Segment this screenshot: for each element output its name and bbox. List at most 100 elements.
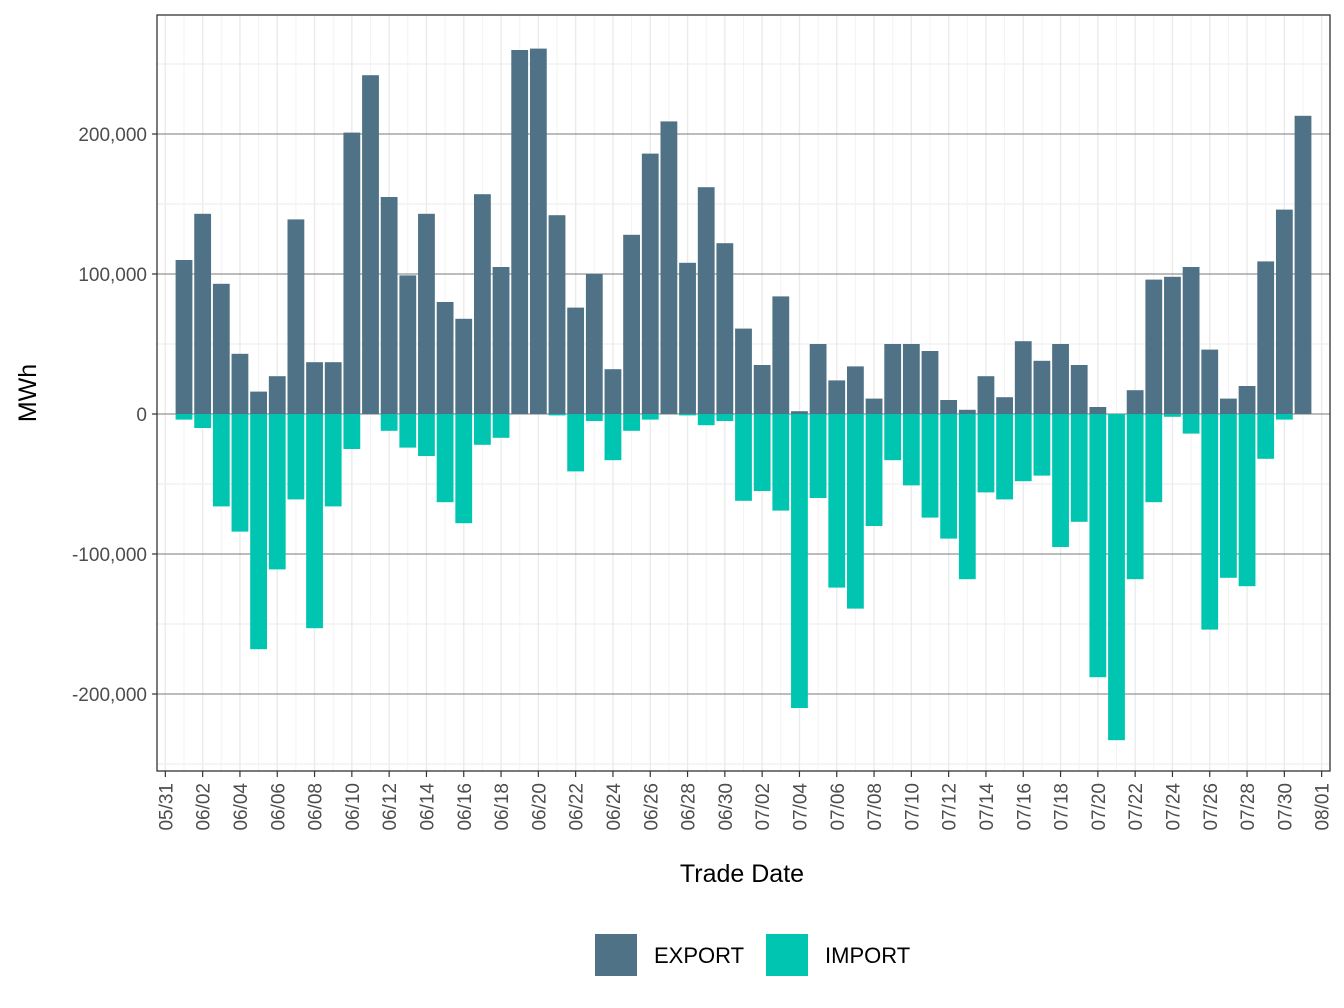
y-tick-label: -100,000 (72, 545, 147, 566)
x-axis-title: Trade Date (680, 860, 804, 888)
bar-import (1108, 414, 1125, 741)
bar-export (1089, 407, 1107, 414)
bar-import (175, 414, 193, 420)
y-tick-label: -200,000 (72, 685, 147, 706)
bar-import (623, 414, 640, 431)
x-tick-label: 07/08 (865, 783, 886, 831)
bar-export (604, 369, 622, 414)
bar-export (474, 194, 491, 414)
bar-import (977, 414, 995, 493)
bar-export (306, 362, 323, 414)
x-tick-label: 06/18 (492, 783, 513, 831)
x-tick-label: 06/16 (455, 783, 476, 831)
bar-export (511, 50, 529, 414)
bar-import (492, 414, 510, 438)
y-axis: -200,000 -100,000 0 100,000 200,000 (72, 125, 157, 706)
bar-import (996, 414, 1013, 500)
x-tick-label: 07/20 (1089, 783, 1110, 831)
bar-export (1275, 209, 1293, 414)
bar-import (847, 414, 864, 609)
bar-export (362, 75, 379, 414)
bar-import (1201, 414, 1219, 630)
bar-export (753, 365, 771, 414)
bar-import (548, 414, 566, 416)
bar-export (735, 328, 752, 414)
bar-export (660, 121, 678, 415)
bar-import (194, 414, 212, 428)
bar-export (865, 398, 883, 414)
bar-import (268, 414, 286, 570)
bar-export (585, 274, 603, 414)
bar-export (567, 307, 585, 414)
plot-panel-border (156, 14, 1331, 772)
bar-import (399, 414, 417, 448)
bar-import (641, 414, 659, 420)
bar-import (1182, 414, 1200, 434)
bar-export (716, 243, 734, 414)
bar-import (418, 414, 435, 456)
y-axis-title: MWh (14, 364, 42, 422)
bar-import (1052, 414, 1069, 547)
bar-export (548, 215, 566, 414)
bar-import (809, 414, 827, 498)
bar-import (753, 414, 771, 491)
x-tick-label: 07/04 (790, 783, 811, 831)
x-tick-label: 06/08 (306, 783, 327, 831)
x-tick-label: 05/31 (156, 783, 177, 831)
x-tick-label: 07/16 (1014, 783, 1035, 831)
legend-label-export: EXPORT (654, 943, 744, 968)
bar-export (380, 197, 398, 414)
bar-export (623, 234, 640, 414)
x-tick-label: 06/30 (716, 783, 737, 831)
x-tick-label: 07/10 (902, 783, 923, 831)
x-tick-label: 07/18 (1052, 783, 1073, 831)
bar-export (1164, 276, 1181, 414)
bar-export (1238, 386, 1256, 414)
legend-key-import (766, 934, 808, 976)
bar-import (921, 414, 939, 518)
bar-export (343, 132, 361, 414)
bar-export (1201, 349, 1219, 414)
bar-import (1089, 414, 1107, 678)
bar-export (194, 213, 212, 414)
legend-key-export (595, 934, 637, 976)
bar-series (175, 48, 1312, 741)
bar-export (679, 262, 696, 414)
bar-export (287, 219, 305, 414)
bar-import (343, 414, 361, 449)
bar-import (679, 414, 696, 416)
bar-import (380, 414, 398, 431)
bar-import (306, 414, 323, 629)
x-tick-label: 06/04 (231, 783, 252, 831)
bar-export (921, 351, 939, 414)
bar-import (716, 414, 734, 421)
bar-import (1145, 414, 1163, 503)
bar-import (865, 414, 883, 526)
bar-import (1220, 414, 1237, 578)
x-tick-label: 06/06 (268, 783, 289, 831)
bar-export (1033, 360, 1051, 414)
bar-export (697, 187, 715, 414)
bar-import (212, 414, 230, 507)
bar-export (958, 409, 976, 414)
bar-import (585, 414, 603, 421)
bar-import (1070, 414, 1088, 522)
x-tick-label: 07/30 (1275, 783, 1296, 831)
bar-import (567, 414, 585, 472)
bar-import (1275, 414, 1293, 420)
bar-export (1145, 279, 1163, 414)
y-tick-label: 100,000 (78, 265, 147, 286)
bar-import (902, 414, 920, 486)
x-tick-label: 06/20 (529, 783, 550, 831)
y-tick-label: 200,000 (78, 125, 147, 146)
bar-export (268, 376, 286, 414)
bar-import (772, 414, 790, 511)
x-tick-label: 07/06 (828, 783, 849, 831)
x-tick-label: 07/14 (977, 783, 998, 831)
bar-import (231, 414, 249, 532)
x-tick-label: 07/26 (1201, 783, 1222, 831)
bar-export (212, 283, 230, 414)
x-tick-label: 06/14 (417, 783, 438, 831)
x-tick-label: 07/02 (753, 783, 774, 831)
y-tick-label: 0 (136, 405, 147, 426)
